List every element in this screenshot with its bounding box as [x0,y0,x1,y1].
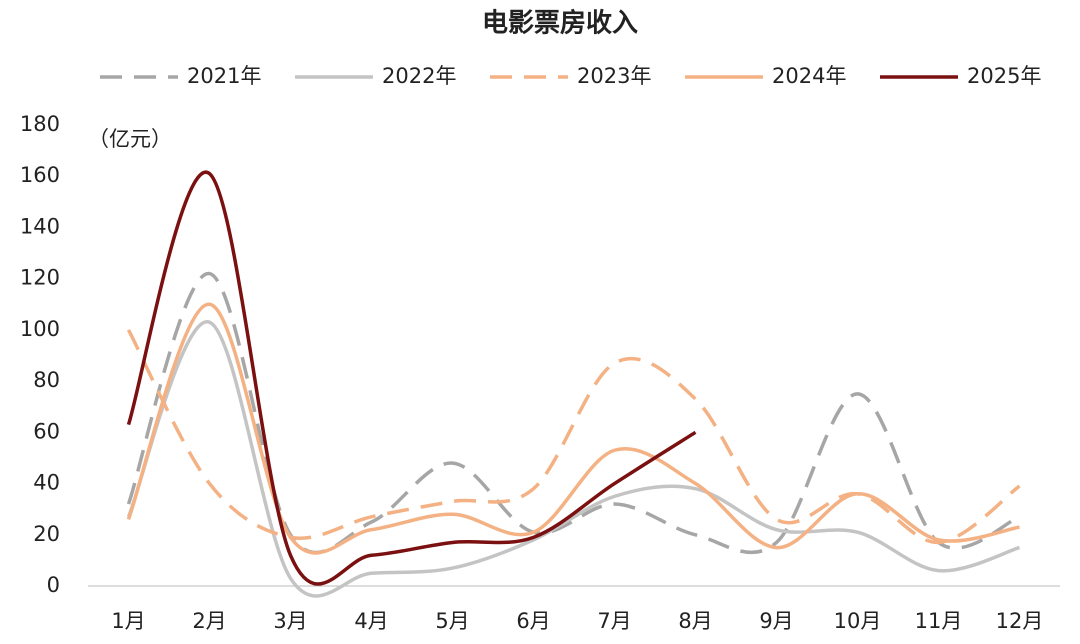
legend-label: 2023年 [577,64,651,88]
x-tick-label: 11月 [915,609,963,633]
x-tick-label: 8月 [678,609,712,633]
x-tick-label: 5月 [435,609,469,633]
legend-label: 2025年 [967,64,1041,88]
y-tick-label: 40 [33,471,60,495]
chart-title: 电影票房收入 [482,9,638,39]
y-tick-label: 20 [33,522,60,546]
x-tick-label: 9月 [759,609,793,633]
x-tick-label: 6月 [516,609,550,633]
x-tick-label: 7月 [597,609,631,633]
legend-label: 2024年 [772,64,846,88]
x-tick-label: 1月 [111,609,145,633]
x-tick-label: 3月 [273,609,307,633]
y-tick-label: 180 [20,112,60,136]
series-line [126,329,1021,545]
series-line [126,320,1021,598]
y-tick-label: 160 [20,163,60,187]
y-tick-label: 80 [33,368,60,392]
y-axis-label: （亿元） [88,127,172,151]
x-tick-label: 4月 [354,609,388,633]
legend-label: 2021年 [187,64,261,88]
series-line [126,170,697,586]
x-tick-label: 12月 [996,609,1044,633]
legend-label: 2022年 [382,64,456,88]
y-tick-label: 100 [20,317,60,341]
y-tick-label: 60 [33,419,60,443]
x-tick-label: 10月 [834,609,882,633]
y-tick-label: 140 [20,214,60,238]
series-line [126,302,1020,555]
y-tick-label: 120 [20,266,60,290]
x-tick-label: 2月 [192,609,226,633]
y-tick-label: 0 [47,573,60,597]
